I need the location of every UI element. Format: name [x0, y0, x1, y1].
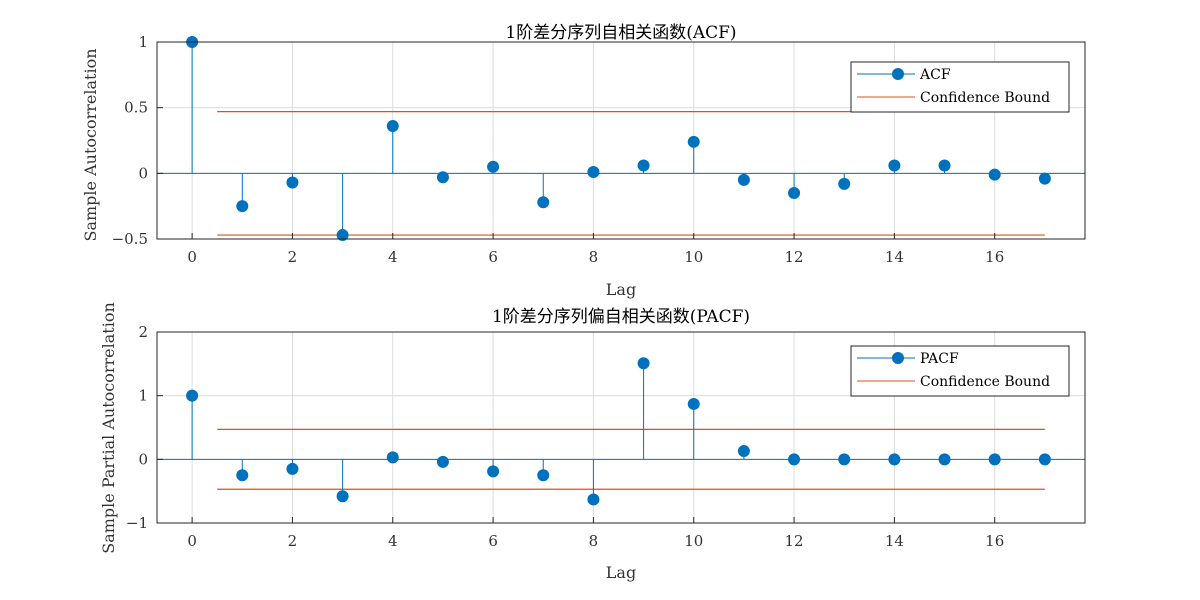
acf-xlabel: Lag — [606, 280, 636, 299]
pacf-confidence-bounds — [217, 428, 1045, 490]
acf-marker — [1038, 172, 1051, 185]
pacf-xtick-label: 8 — [589, 532, 599, 550]
pacf-legend-marker — [892, 352, 904, 364]
pacf-marker — [236, 469, 249, 482]
acf-marker — [838, 177, 851, 190]
acf-ytick-label: 0 — [138, 164, 148, 182]
pacf-marker — [988, 453, 1001, 466]
pacf-marker — [637, 357, 650, 370]
pacf-marker — [336, 490, 349, 503]
acf-marker — [436, 171, 449, 184]
pacf-marker — [386, 451, 399, 464]
acf-marker — [386, 120, 399, 133]
pacf-marker — [737, 445, 750, 458]
pacf-legend-box — [850, 345, 1070, 397]
acf-panel: 1阶差分序列自相关函数(ACF) Lag Sample Autocorrelat… — [81, 23, 1086, 299]
acf-marker — [737, 173, 750, 186]
pacf-xtick-label: 2 — [288, 532, 298, 550]
acf-marker — [788, 187, 801, 200]
pacf-panel: 1阶差分序列偏自相关函数(PACF) Lag Sample Partial Au… — [99, 302, 1086, 582]
acf-xtick-label: 10 — [684, 248, 703, 266]
acf-xtick-label: 8 — [589, 248, 599, 266]
pacf-xtick-label: 0 — [187, 532, 197, 550]
pacf-xtick-label: 16 — [985, 532, 1004, 550]
acf-marker — [236, 200, 249, 213]
acf-ytick-label: 0.5 — [124, 99, 148, 117]
acf-title: 1阶差分序列自相关函数(ACF) — [505, 23, 736, 43]
acf-legend-marker — [892, 68, 904, 80]
pacf-stems — [186, 357, 1051, 506]
pacf-marker — [938, 453, 951, 466]
pacf-marker — [487, 465, 500, 478]
pacf-marker — [587, 493, 600, 506]
pacf-ytick-label: 0 — [138, 450, 148, 468]
acf-xtick-label: 12 — [785, 248, 804, 266]
acf-marker — [487, 160, 500, 173]
acf-marker — [587, 166, 600, 179]
acf-marker — [687, 135, 700, 148]
acf-ytick-label: 1 — [138, 33, 148, 51]
acf-xtick-label: 0 — [187, 248, 197, 266]
acf-marker — [537, 196, 550, 209]
pacf-ytick-label: 1 — [138, 387, 148, 405]
acf-marker — [988, 168, 1001, 181]
acf-marker — [286, 176, 299, 189]
acf-xtick-label: 6 — [488, 248, 498, 266]
pacf-xtick-label: 4 — [388, 532, 398, 550]
acf-legend-box — [850, 61, 1070, 113]
pacf-title: 1阶差分序列偏自相关函数(PACF) — [492, 307, 750, 327]
pacf-marker — [838, 453, 851, 466]
acf-ticks: 0 2 4 6 8 10 12 14 16 −0.5 0 0.5 1 — [112, 33, 1005, 266]
pacf-xtick-label: 10 — [684, 532, 703, 550]
acf-marker — [938, 159, 951, 172]
pacf-axes-box — [156, 331, 1086, 524]
pacf-marker — [687, 397, 700, 410]
acf-ylabel: Sample Autocorrelation — [81, 48, 100, 241]
pacf-marker — [186, 389, 199, 402]
pacf-marker — [788, 453, 801, 466]
acf-stems — [186, 36, 1051, 242]
acf-marker — [336, 229, 349, 242]
pacf-legend: PACF Confidence Bound — [850, 345, 1070, 397]
pacf-marker — [286, 462, 299, 475]
acf-xtick-label: 2 — [288, 248, 298, 266]
pacf-legend-label-pacf: PACF — [920, 351, 959, 367]
pacf-xtick-label: 14 — [885, 532, 904, 550]
pacf-xtick-label: 12 — [785, 532, 804, 550]
acf-xtick-label: 4 — [388, 248, 398, 266]
pacf-ytick-label: 2 — [138, 323, 148, 341]
pacf-marker — [888, 453, 901, 466]
pacf-xlabel: Lag — [606, 563, 636, 582]
acf-legend-label-bound: Confidence Bound — [920, 90, 1050, 106]
pacf-legend-label-bound: Confidence Bound — [920, 374, 1050, 390]
pacf-ylabel: Sample Partial Autocorrelation — [99, 302, 118, 554]
acf-legend: ACF Confidence Bound — [850, 61, 1070, 113]
acf-xtick-label: 14 — [885, 248, 904, 266]
acf-axes-box — [156, 41, 1086, 240]
pacf-marker — [1038, 453, 1051, 466]
acf-legend-label-acf: ACF — [919, 67, 951, 83]
acf-xtick-label: 16 — [985, 248, 1004, 266]
acf-marker — [637, 159, 650, 172]
acf-ytick-label: −0.5 — [112, 230, 148, 248]
pacf-marker — [537, 469, 550, 482]
pacf-marker — [436, 455, 449, 468]
pacf-xtick-label: 6 — [488, 532, 498, 550]
pacf-ytick-label: −1 — [126, 514, 148, 532]
acf-marker — [888, 159, 901, 172]
